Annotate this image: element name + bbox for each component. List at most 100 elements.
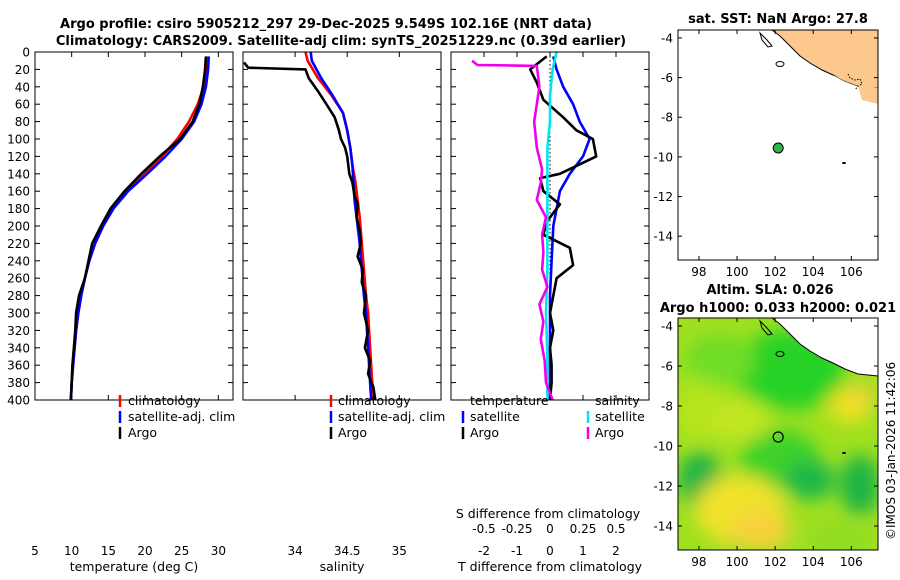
x2-tick-label: 0.5 xyxy=(606,522,625,536)
temperature-legend: climatology satellite-adj. clim Argo xyxy=(118,393,235,440)
legend-label-satellite: satellite-adj. clim xyxy=(128,409,235,424)
sla-map-title-line2: Argo h1000: 0.033 h2000: 0.021 xyxy=(660,301,896,316)
salinity-plot-area xyxy=(243,52,441,400)
difference-axes-frame xyxy=(450,51,650,401)
y-tick-label: 80 xyxy=(15,115,30,129)
x-tick-label: 15 xyxy=(101,544,116,558)
y-tick-label: 180 xyxy=(7,202,30,216)
sla-map-title-line1: Altim. SLA: 0.026 xyxy=(707,283,834,298)
sumatra-land-mask xyxy=(771,318,878,377)
y-tick-label: 140 xyxy=(7,167,30,181)
map-y-tick-label: -10 xyxy=(653,150,673,164)
map-y-tick-label: -10 xyxy=(653,440,673,454)
difference-xlabel: T difference from climatology xyxy=(457,559,643,574)
salinity-panel: 34 34.5 35 salinity climatology satellite-… xyxy=(242,51,445,574)
legend-label-s-satellite: satellite xyxy=(595,409,645,424)
map-y-tick-label: -6 xyxy=(661,360,673,374)
temperature-xlabel: temperature (deg C) xyxy=(70,559,199,574)
map-x-tick-label: 104 xyxy=(802,265,825,279)
x-tick-label: -2 xyxy=(478,544,490,558)
salinity-legend: climatology satellite-adj. clim Argo xyxy=(329,393,445,440)
y-tick-label: 20 xyxy=(15,63,30,77)
x-tick-label: 10 xyxy=(64,544,79,558)
map-x-tick-label: 100 xyxy=(726,265,749,279)
argo-position-marker xyxy=(772,431,784,443)
sla-map-panel: Altim. SLA: 0.026 Argo h1000: 0.033 h200… xyxy=(653,283,896,569)
legend-label-climatology: climatology xyxy=(338,393,411,408)
figure-title-line2: Climatology: CARS2009. Satellite-adj cli… xyxy=(56,34,626,49)
y-tick-label: 260 xyxy=(7,272,30,286)
series-line-temperature-argo xyxy=(528,55,598,400)
legend-label-t-satellite: satellite xyxy=(470,409,520,424)
y-tick-label: 120 xyxy=(7,150,30,164)
difference-x2label: S difference from climatology xyxy=(456,506,641,521)
y-tick-label: 100 xyxy=(7,133,30,147)
map-x-tick-label: 98 xyxy=(691,265,706,279)
temperature-panel: 5 10 15 20 25 30 0 20 40 60 80 100 120 140 160 180 200 2… xyxy=(7,46,235,575)
y-tick-label: 340 xyxy=(7,341,30,355)
y-tick-label: 320 xyxy=(7,324,30,338)
x-tick-label: 2 xyxy=(612,544,620,558)
map-x-tick-label: 100 xyxy=(726,555,749,569)
map-y-tick-label: -4 xyxy=(661,320,673,334)
y-tick-label: 280 xyxy=(7,289,30,303)
y-tick-label: 160 xyxy=(7,185,30,199)
legend-label-s-argo: Argo xyxy=(595,425,624,440)
island-outline xyxy=(842,162,846,164)
sst-map-frame xyxy=(677,29,879,261)
legend-label-t-argo: Argo xyxy=(470,425,499,440)
y-tick-label: 40 xyxy=(15,80,30,94)
argo-position-marker xyxy=(772,142,784,154)
x-tick-label: 25 xyxy=(174,544,189,558)
x-tick-label: 5 xyxy=(31,544,39,558)
series-line-salinity-satellite xyxy=(544,52,558,400)
x2-tick-label: -0.25 xyxy=(501,522,532,536)
figure-title-line1: Argo profile: csiro 5905212_297 29-Dec-2… xyxy=(60,17,592,32)
map-y-tick-label: -4 xyxy=(661,31,673,45)
sla-heatmap xyxy=(678,318,878,550)
sumatra-land xyxy=(771,30,878,89)
island-outline xyxy=(758,31,773,48)
island-outline xyxy=(758,319,773,336)
y-tick-label: 360 xyxy=(7,359,30,373)
sst-map-title: sat. SST: NaN Argo: 27.8 xyxy=(688,12,868,27)
legend-label-climatology: climatology xyxy=(128,393,201,408)
y-tick-label: 400 xyxy=(7,394,30,408)
y-tick-label: 240 xyxy=(7,254,30,268)
difference-panel: -2 -1 0 1 2 -0.5 -0.25 0 0.25 0.5 S difference f… xyxy=(450,51,650,574)
temperature-axes-frame xyxy=(34,51,234,401)
x-tick-label: 34 xyxy=(287,544,302,558)
map-x-tick-label: 106 xyxy=(840,555,863,569)
map-x-tick-label: 98 xyxy=(691,555,706,569)
difference-legend-salinity: salinity satellite Argo xyxy=(586,393,645,440)
map-x-tick-label: 102 xyxy=(764,265,787,279)
map-y-tick-label: -6 xyxy=(661,71,673,85)
series-line-argo xyxy=(69,56,208,400)
island-outline xyxy=(842,452,846,454)
map-x-tick-label: 106 xyxy=(840,265,863,279)
map-y-tick-label: -12 xyxy=(653,480,673,494)
y-tick-label: 200 xyxy=(7,220,30,234)
island-outline xyxy=(775,351,785,357)
salinity-xlabel: salinity xyxy=(320,559,365,574)
x-tick-label: 35 xyxy=(392,544,407,558)
island-outline xyxy=(775,61,785,67)
map-y-tick-label: -8 xyxy=(661,111,673,125)
x2-tick-label: 0.25 xyxy=(570,522,597,536)
map-x-tick-label: 102 xyxy=(764,555,787,569)
series-line-salinity-argo xyxy=(471,59,554,400)
y-tick-label: 220 xyxy=(7,237,30,251)
imos-credit: ©IMOS 03-Jan-2026 11:42:06 xyxy=(884,362,898,540)
y-tick-label: 0 xyxy=(22,46,30,60)
temperature-plot-area xyxy=(35,52,233,400)
y-tick-label: 300 xyxy=(7,307,30,321)
x-tick-label: 34.5 xyxy=(334,544,361,558)
legend-title-salinity: salinity xyxy=(595,393,640,408)
legend-title-temperature: temperature xyxy=(470,393,549,408)
y-tick-label: 380 xyxy=(7,376,30,390)
legend-label-satellite: satellite-adj. clim xyxy=(338,409,445,424)
x-tick-label: -1 xyxy=(511,544,523,558)
map-y-tick-label: -8 xyxy=(661,400,673,414)
legend-label-argo: Argo xyxy=(338,425,367,440)
